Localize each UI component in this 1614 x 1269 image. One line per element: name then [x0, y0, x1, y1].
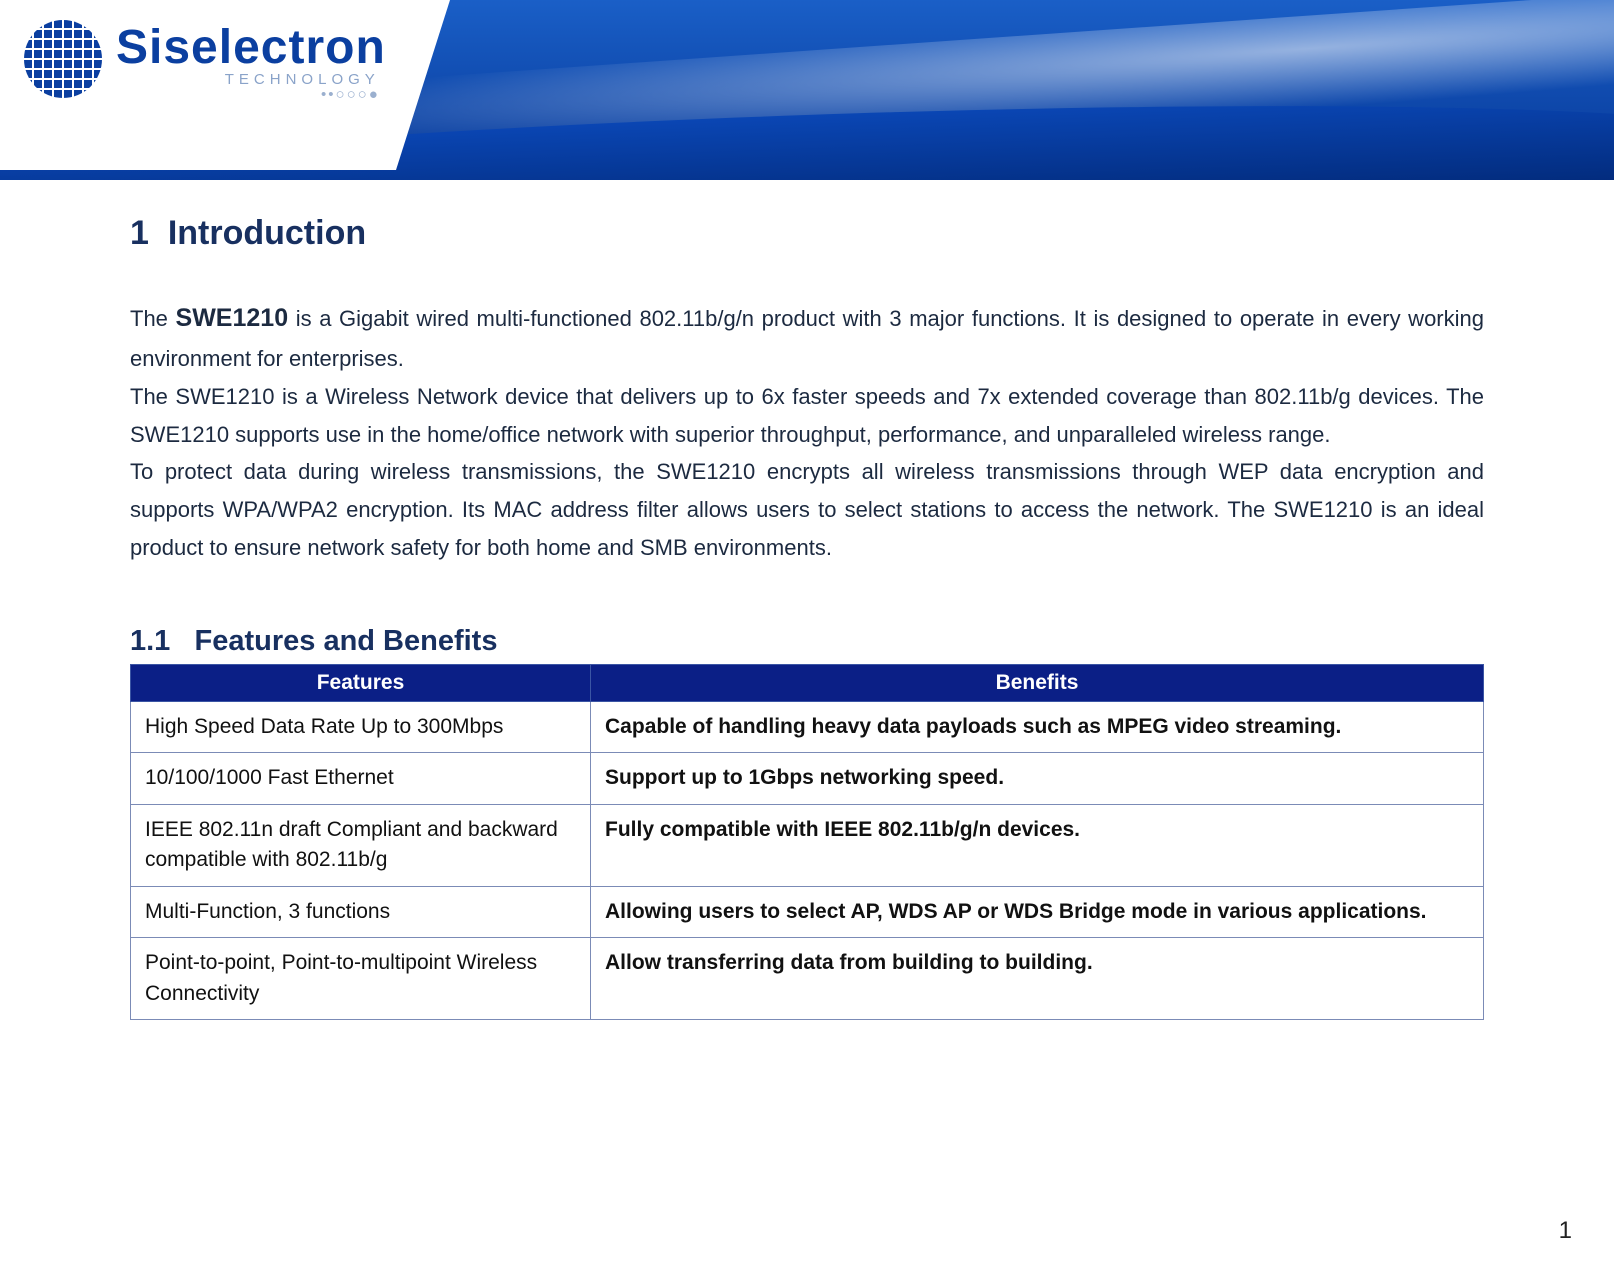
brand-dots: ••○○○● [116, 86, 380, 103]
features-benefits-table: Features Benefits High Speed Data Rate U… [130, 664, 1484, 1020]
subsection-title: Features and Benefits [195, 625, 498, 657]
p1-lead: The [130, 306, 176, 331]
table-header-row: Features Benefits [131, 664, 1484, 701]
product-name: SWE1210 [176, 304, 289, 332]
table-row: High Speed Data Rate Up to 300Mbps Capab… [131, 701, 1484, 752]
benefit-cell: Allowing users to select AP, WDS AP or W… [591, 886, 1484, 937]
feature-cell: Multi-Function, 3 functions [131, 886, 591, 937]
brand-name: Siselectron [116, 20, 386, 75]
brand-logo-icon [24, 20, 102, 98]
feature-cell: IEEE 802.11n draft Compliant and backwar… [131, 804, 591, 886]
feature-cell: High Speed Data Rate Up to 300Mbps [131, 701, 591, 752]
benefit-cell: Allow transferring data from building to… [591, 938, 1484, 1020]
col-header-features: Features [131, 664, 591, 701]
intro-paragraph-2: The SWE1210 is a Wireless Network device… [130, 378, 1484, 454]
document-page: Siselectron TECHNOLOGY ••○○○● 1 Introduc… [0, 0, 1614, 1269]
main-content: 1 Introduction The SWE1210 is a Gigabit … [0, 180, 1614, 1020]
benefit-cell: Support up to 1Gbps networking speed. [591, 753, 1484, 804]
table-row: IEEE 802.11n draft Compliant and backwar… [131, 804, 1484, 886]
feature-cell: Point-to-point, Point-to-multipoint Wire… [131, 938, 591, 1020]
page-number: 1 [1559, 1217, 1572, 1245]
subsection-heading: 1.1 Features and Benefits [130, 625, 1484, 658]
intro-paragraph-1: The SWE1210 is a Gigabit wired multi-fun… [130, 297, 1484, 378]
table-row: Point-to-point, Point-to-multipoint Wire… [131, 938, 1484, 1020]
feature-cell: 10/100/1000 Fast Ethernet [131, 753, 591, 804]
section-title: Introduction [168, 214, 366, 252]
subsection-number: 1.1 [130, 625, 170, 657]
brand-logo-text: Siselectron TECHNOLOGY ••○○○● [116, 20, 386, 103]
section-number: 1 [130, 214, 149, 252]
col-header-benefits: Benefits [591, 664, 1484, 701]
intro-paragraph-3: To protect data during wireless transmis… [130, 453, 1484, 566]
table-row: 10/100/1000 Fast Ethernet Support up to … [131, 753, 1484, 804]
section-heading: 1 Introduction [130, 214, 1484, 253]
brand-logo-block: Siselectron TECHNOLOGY ••○○○● [0, 0, 450, 170]
header-banner: Siselectron TECHNOLOGY ••○○○● [0, 0, 1614, 180]
table-row: Multi-Function, 3 functions Allowing use… [131, 886, 1484, 937]
benefit-cell: Fully compatible with IEEE 802.11b/g/n d… [591, 804, 1484, 886]
p1-rest: is a Gigabit wired multi-functioned 802.… [130, 306, 1484, 371]
benefit-cell: Capable of handling heavy data payloads … [591, 701, 1484, 752]
